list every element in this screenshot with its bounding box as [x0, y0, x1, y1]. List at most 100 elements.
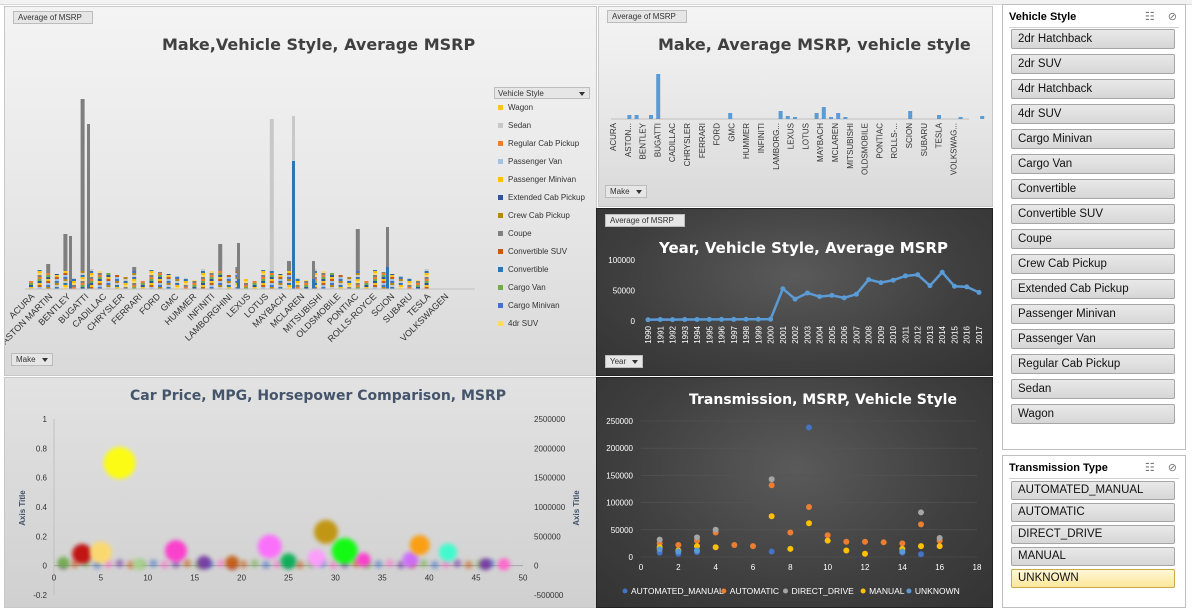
bar-segment — [269, 271, 274, 273]
x-tick-label: 0 — [639, 563, 644, 572]
bar-segment — [166, 277, 171, 279]
car-price-bubble-chart[interactable]: Car Price, MPG, Horsepower Comparison, M… — [4, 377, 597, 608]
slicer-item-unknown[interactable]: UNKNOWN — [1011, 569, 1175, 588]
bar-segment — [158, 273, 162, 275]
data-point — [806, 520, 812, 527]
bar-segment — [72, 285, 76, 287]
slicer-item-cargo-minivan[interactable]: Cargo Minivan — [1011, 129, 1175, 149]
bar-segment — [115, 283, 119, 285]
legend-filter-button[interactable]: Vehicle Style — [494, 87, 590, 99]
year-axis-button[interactable]: Year — [605, 355, 643, 368]
bar-segment — [123, 277, 128, 279]
make-vehicle-style-chart[interactable]: Average of MSRP Make,Vehicle Style, Aver… — [4, 6, 597, 376]
bar-segment — [244, 285, 248, 287]
bar-segment — [89, 269, 94, 271]
bar-segment — [304, 283, 309, 285]
data-point — [706, 316, 712, 322]
bar-segment — [158, 287, 162, 289]
legend-label: MANUAL — [869, 586, 905, 596]
y-right-tick-label: 2500000 — [534, 415, 566, 424]
bubble — [430, 560, 439, 569]
bar-segment — [46, 279, 51, 281]
average-msrp-field-button[interactable]: Average of MSRP — [607, 10, 687, 23]
multi-select-icon[interactable]: ☷ — [1144, 462, 1155, 474]
vehicle-style-slicer[interactable]: Vehicle Style ☷ ⊘ 2dr Hatchback 2dr SUV 4d… — [1002, 4, 1186, 450]
slicer-item-4dr-hatchback[interactable]: 4dr Hatchback — [1011, 79, 1175, 99]
bar-segment — [269, 285, 274, 287]
average-msrp-field-button[interactable]: Average of MSRP — [605, 214, 685, 227]
slicer-item-manual[interactable]: MANUAL — [1011, 547, 1175, 566]
bar-segment — [46, 275, 51, 277]
slicer-item-convertible[interactable]: Convertible — [1011, 179, 1175, 199]
transmission-type-slicer[interactable]: Transmission Type ☷ ⊘ AUTOMATED_MANUAL AU… — [1002, 455, 1186, 608]
slicer-item-sedan[interactable]: Sedan — [1011, 379, 1175, 399]
x-tick-label: 2011 — [901, 325, 910, 343]
bar-segment — [347, 285, 352, 287]
year-vehicle-style-chart[interactable]: Average of MSRP Year, Vehicle Style, Ave… — [596, 208, 993, 376]
bar — [836, 113, 841, 119]
slicer-item-automatic[interactable]: AUTOMATIC — [1011, 503, 1175, 522]
data-point — [750, 543, 756, 550]
bar-segment — [46, 285, 51, 287]
bar-segment — [218, 281, 223, 283]
slicer-item-regular-cab-pickup[interactable]: Regular Cab Pickup — [1011, 354, 1175, 374]
bar-segment — [386, 267, 389, 289]
legend-swatch — [498, 321, 503, 327]
data-point — [806, 503, 812, 510]
average-msrp-field-button[interactable]: Average of MSRP — [13, 11, 93, 24]
bubble — [104, 560, 113, 569]
slicer-item-4dr-suv[interactable]: 4dr SUV — [1011, 104, 1175, 124]
y-left-tick-label: 0.8 — [36, 444, 48, 453]
data-point — [939, 269, 945, 275]
slicer-item-automated-manual[interactable]: AUTOMATED_MANUAL — [1011, 481, 1175, 500]
bar-segment — [390, 281, 395, 283]
make-axis-button[interactable]: Make — [605, 185, 647, 198]
transmission-msrp-chart[interactable]: Transmission, MSRP, Vehicle Style 250000… — [596, 377, 993, 608]
data-point — [880, 539, 887, 546]
bubble — [307, 549, 326, 568]
bubble — [453, 559, 462, 568]
slicer-item-passenger-minivan[interactable]: Passenger Minivan — [1011, 304, 1175, 324]
bubble — [314, 519, 339, 544]
legend-swatch — [498, 141, 503, 147]
data-point — [927, 283, 933, 289]
bar-segment — [175, 279, 180, 281]
slicer-item-coupe[interactable]: Coupe — [1011, 229, 1175, 249]
clear-filter-icon[interactable]: ⊘ — [1167, 11, 1177, 23]
make-axis-button[interactable]: Make — [11, 353, 53, 366]
slicer-item-extended-cab-pickup[interactable]: Extended Cab Pickup — [1011, 279, 1175, 299]
x-tick-label: LEXUS — [787, 123, 796, 149]
bar-segment — [132, 267, 137, 271]
slicer-item-crew-cab-pickup[interactable]: Crew Cab Pickup — [1011, 254, 1175, 274]
slicer-item-passenger-van[interactable]: Passenger Van — [1011, 329, 1175, 349]
bar-segment — [183, 279, 188, 281]
bar-segment — [106, 281, 111, 283]
bar-segment — [149, 271, 154, 273]
bar-segment — [398, 287, 403, 289]
data-point — [731, 316, 737, 322]
slicer-item-convertible-suv[interactable]: Convertible SUV — [1011, 204, 1175, 224]
bar-segment — [132, 285, 137, 287]
slicer-item-direct-drive[interactable]: DIRECT_DRIVE — [1011, 525, 1175, 544]
slicer-item-2dr-hatchback[interactable]: 2dr Hatchback — [1011, 29, 1175, 49]
bar-segment — [355, 279, 360, 281]
bar-segment — [115, 277, 119, 279]
legend-item: Passenger Van — [494, 153, 590, 171]
bar-segment — [398, 276, 403, 277]
slicer-item-2dr-suv[interactable]: 2dr SUV — [1011, 54, 1175, 74]
bar-segment — [63, 287, 68, 289]
bar-segment — [201, 279, 205, 281]
bubble — [216, 559, 225, 568]
make-average-msrp-chart[interactable]: Average of MSRP Make, Average MSRP, vehi… — [598, 6, 993, 207]
bubble — [442, 560, 451, 569]
bar-segment — [424, 283, 429, 285]
clear-filter-icon[interactable]: ⊘ — [1167, 462, 1177, 474]
slicer-item-wagon[interactable]: Wagon — [1011, 404, 1175, 424]
multi-select-icon[interactable]: ☷ — [1144, 11, 1155, 23]
bar-segment — [80, 281, 85, 283]
slicer-item-cargo-van[interactable]: Cargo Van — [1011, 154, 1175, 174]
bar — [908, 111, 913, 119]
x-tick-label: 1993 — [681, 325, 690, 343]
bar-segment — [80, 287, 85, 289]
bar-segment — [287, 271, 291, 273]
